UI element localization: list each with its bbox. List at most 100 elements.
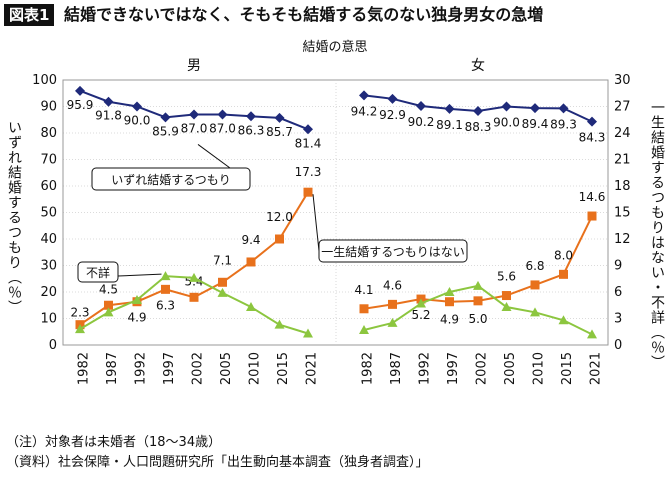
y-tick-right: 24 — [614, 126, 631, 141]
data-label: 4.5 — [99, 282, 118, 296]
data-label: 5.0 — [468, 312, 487, 326]
panel-title: 男 — [187, 58, 201, 74]
data-point-diamond — [473, 106, 483, 117]
data-point-triangle — [530, 307, 540, 317]
data-point-diamond — [416, 100, 426, 111]
y-tick-right: 30 — [614, 73, 631, 88]
x-tick-label: 2005 — [503, 352, 518, 385]
data-point-triangle — [103, 307, 114, 317]
callout-leader — [312, 194, 320, 252]
data-point-diamond — [160, 112, 171, 123]
x-tick-label: 2005 — [219, 352, 234, 385]
data-label: 90.0 — [124, 114, 151, 128]
data-label: 88.3 — [465, 120, 492, 134]
data-point-square — [530, 280, 540, 290]
x-tick-label: 2010 — [248, 352, 263, 385]
data-point-square — [161, 284, 170, 294]
x-tick-label: 2015 — [276, 352, 291, 385]
data-point-diamond — [558, 103, 569, 114]
data-point-square — [502, 291, 511, 301]
data-label: 89.3 — [550, 117, 577, 131]
data-point-diamond — [501, 101, 512, 112]
data-point-triangle — [359, 324, 369, 334]
y-tick-left: 80 — [40, 126, 57, 141]
x-tick-label: 2010 — [532, 352, 547, 385]
data-label: 6.8 — [525, 259, 544, 273]
y-axis-right-title: 一生結婚するつもりはない・不詳（％） — [649, 100, 665, 370]
data-label: 90.2 — [408, 115, 435, 129]
data-label: 14.6 — [579, 190, 606, 204]
callout-box — [77, 261, 119, 283]
y-tick-right: 27 — [614, 100, 631, 115]
x-tick-label: 2015 — [560, 352, 575, 385]
y-tick-left: 50 — [40, 206, 57, 221]
y-tick-left: 100 — [32, 73, 57, 88]
data-point-square — [104, 300, 113, 310]
data-label: 85.7 — [266, 125, 293, 139]
data-label: 81.4 — [295, 136, 322, 150]
y-tick-right: 21 — [614, 153, 631, 168]
callout-leader — [117, 273, 162, 277]
data-point-square — [445, 297, 454, 307]
data-point-square — [303, 187, 313, 197]
data-point-triangle — [444, 287, 455, 296]
y-tick-left: 20 — [40, 285, 57, 300]
plot-frame — [62, 79, 609, 346]
callout-unknown-label: 不詳 — [86, 265, 110, 280]
data-label: 4.1 — [354, 283, 373, 297]
data-label: 7.1 — [213, 253, 232, 267]
data-point-triangle — [132, 294, 142, 304]
x-tick-label: 1982 — [361, 352, 376, 385]
x-tick-label: 1997 — [162, 352, 177, 385]
x-tick-label: 1992 — [134, 352, 149, 385]
y-tick-right: 0 — [614, 338, 622, 353]
data-point-triangle — [558, 315, 569, 325]
data-label: 4.9 — [440, 313, 459, 327]
data-label: 5.2 — [411, 308, 430, 322]
data-point-diamond — [444, 103, 455, 114]
data-label: 4.6 — [383, 278, 402, 292]
data-label: 89.4 — [522, 117, 549, 131]
data-label: 94.2 — [351, 104, 378, 118]
data-point-diamond — [217, 109, 228, 120]
data-point-diamond — [189, 109, 199, 120]
x-tick-label: 1982 — [77, 352, 92, 385]
data-point-square — [189, 292, 199, 302]
x-tick-label: 2002 — [475, 352, 490, 385]
figure-title: 結婚できないではなく、そもそも結婚する気のない独身男女の急増 — [64, 5, 544, 24]
data-point-square — [388, 299, 397, 309]
y-tick-right: 9 — [614, 259, 622, 274]
data-label: 84.3 — [579, 131, 606, 145]
data-label: 87.0 — [209, 121, 236, 135]
data-point-diamond — [587, 116, 597, 127]
data-label: 92.9 — [379, 108, 406, 122]
y-tick-right: 18 — [614, 179, 631, 194]
x-tick-label: 1997 — [446, 352, 461, 385]
y-tick-left: 30 — [40, 259, 57, 274]
callout-intend-label: いずれ結婚するつもり — [111, 173, 231, 187]
data-point-square — [218, 277, 227, 287]
data-label: 95.9 — [67, 98, 94, 112]
y-tick-right: 3 — [614, 312, 622, 327]
figure-header: 図表1 結婚できないではなく、そもそも結婚する気のない独身男女の急増 — [0, 0, 670, 30]
y-tick-right: 6 — [614, 285, 622, 300]
figure-tag: 図表1 — [4, 4, 55, 26]
data-label: 91.8 — [95, 109, 122, 123]
data-label: 9.4 — [241, 233, 260, 247]
data-point-triangle — [75, 324, 85, 334]
x-tick-label: 1992 — [418, 352, 433, 385]
y-axis-left-title: いずれ結婚するつもり（％） — [6, 120, 22, 315]
y-tick-right: 15 — [614, 206, 631, 221]
data-point-diamond — [132, 101, 142, 112]
data-point-diamond — [530, 103, 540, 114]
data-label: 2.3 — [70, 306, 89, 320]
data-point-triangle — [416, 298, 426, 308]
data-point-triangle — [303, 328, 313, 338]
data-point-diamond — [359, 90, 369, 101]
data-label: 5.6 — [497, 270, 516, 284]
y-tick-left: 40 — [40, 232, 57, 247]
y-tick-left: 0 — [49, 338, 57, 353]
data-point-square — [559, 269, 568, 279]
data-point-triangle — [473, 280, 483, 290]
chart-subtitle: 結婚の意思 — [302, 40, 368, 55]
